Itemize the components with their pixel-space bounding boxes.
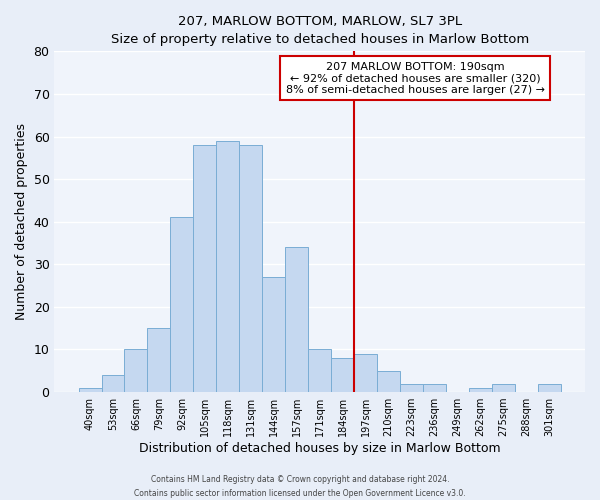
Y-axis label: Number of detached properties: Number of detached properties (15, 123, 28, 320)
Bar (193, 145, 217, 392)
Bar (308, 350, 331, 392)
Bar (492, 384, 515, 392)
Bar (285, 248, 308, 392)
Bar (239, 145, 262, 392)
Bar (124, 350, 148, 392)
Bar (101, 375, 124, 392)
Bar (170, 218, 193, 392)
X-axis label: Distribution of detached houses by size in Marlow Bottom: Distribution of detached houses by size … (139, 442, 500, 455)
Bar (354, 354, 377, 392)
Bar (377, 371, 400, 392)
Bar (538, 384, 561, 392)
Bar (400, 384, 423, 392)
Bar (423, 384, 446, 392)
Text: Contains HM Land Registry data © Crown copyright and database right 2024.
Contai: Contains HM Land Registry data © Crown c… (134, 476, 466, 498)
Bar (331, 358, 354, 392)
Bar (79, 388, 101, 392)
Title: 207, MARLOW BOTTOM, MARLOW, SL7 3PL
Size of property relative to detached houses: 207, MARLOW BOTTOM, MARLOW, SL7 3PL Size… (110, 15, 529, 46)
Bar (217, 141, 239, 392)
Bar (262, 277, 285, 392)
Bar (148, 328, 170, 392)
Bar (469, 388, 492, 392)
Text: 207 MARLOW BOTTOM: 190sqm
← 92% of detached houses are smaller (320)
8% of semi-: 207 MARLOW BOTTOM: 190sqm ← 92% of detac… (286, 62, 545, 95)
